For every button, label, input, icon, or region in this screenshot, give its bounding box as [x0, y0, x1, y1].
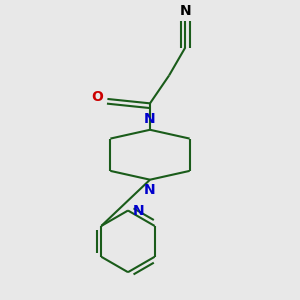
Text: N: N — [144, 112, 156, 126]
Text: N: N — [144, 183, 156, 197]
Text: O: O — [91, 91, 103, 104]
Text: N: N — [132, 203, 144, 218]
Text: N: N — [179, 4, 191, 18]
